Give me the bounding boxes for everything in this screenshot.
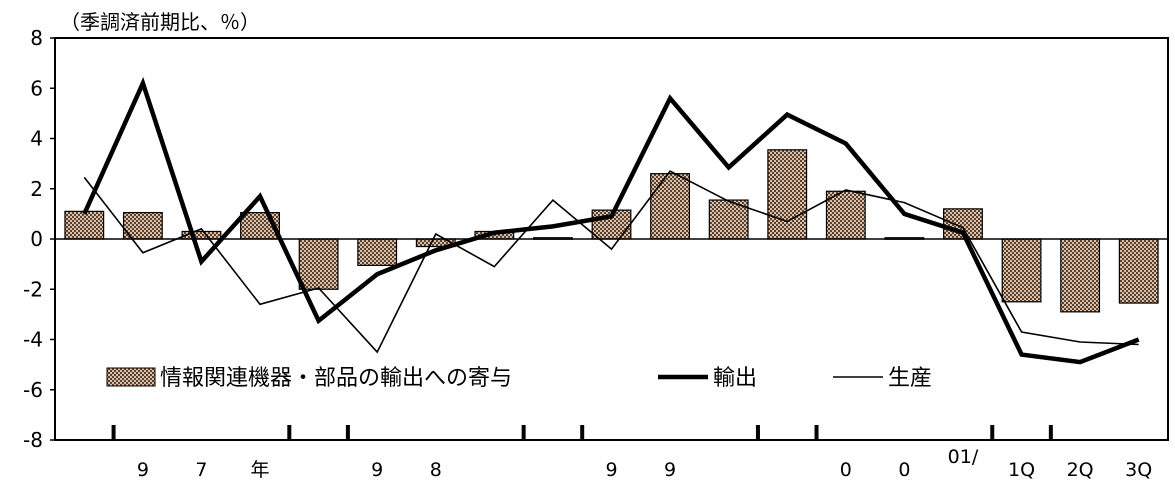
bar-18 [1118, 238, 1159, 304]
x-tick-label: 9 [664, 459, 676, 481]
series-line-exports [82, 76, 1140, 365]
legend-label-production: 生産 [888, 366, 932, 391]
y-tick-label: 8 [30, 26, 43, 50]
bar-5 [357, 238, 398, 266]
bar-0 [64, 210, 105, 240]
y-tick-label: -4 [23, 328, 43, 352]
x-tick-label: 01/ [948, 446, 979, 468]
x-tick-label: 9 [605, 459, 617, 481]
y-tick-label: -2 [23, 277, 43, 301]
legend-swatch-bar [106, 367, 156, 387]
bar-17 [1060, 238, 1101, 313]
y-tick-label: 0 [30, 227, 43, 251]
x-tick-label: 9 [371, 459, 383, 481]
x-tick-label: 2Q [1067, 459, 1094, 481]
bar-15 [943, 208, 983, 240]
y-tick-label: 6 [30, 76, 43, 100]
y-tick-label: -6 [23, 378, 43, 402]
bar-16 [1001, 238, 1042, 303]
y-tick-label: -8 [23, 428, 43, 452]
series-line-production [83, 170, 1139, 354]
y-axis-unit-label: （季調済前期比、％） [60, 10, 260, 34]
legend-label-exports: 輸出 [713, 366, 757, 391]
y-tick-label: 4 [30, 127, 43, 151]
x-tick-label: 9 [137, 459, 149, 481]
legend-label-bar: 情報関連機器・部品の輸出への寄与 [160, 366, 512, 391]
x-tick-label: 0 [840, 459, 852, 481]
x-tick-label: 8 [430, 459, 442, 481]
x-tick-label: 7 [195, 459, 207, 481]
bar-12 [767, 149, 808, 240]
bar-10 [650, 173, 691, 240]
bar-4 [298, 238, 339, 290]
bar-13 [825, 190, 866, 240]
x-tick-label: 1Q [1008, 459, 1035, 481]
x-tick-label: 3Q [1125, 459, 1152, 481]
x-tick-label: 0 [898, 459, 910, 481]
y-tick-label: 2 [30, 177, 43, 201]
x-tick-label: 年 [251, 459, 270, 481]
